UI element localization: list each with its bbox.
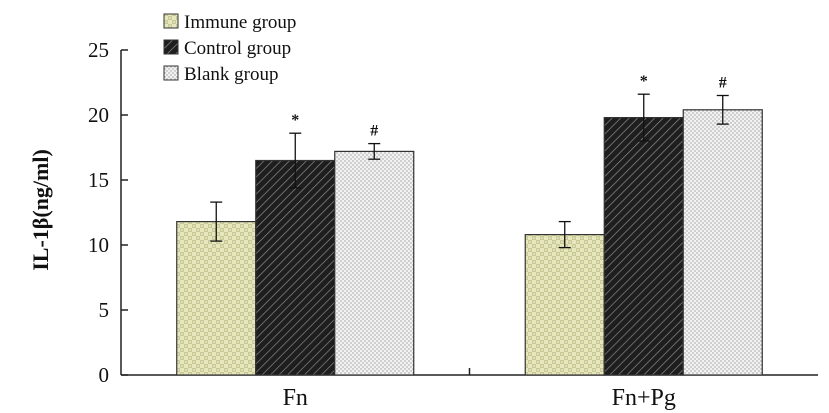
bar xyxy=(682,109,763,376)
error-bar xyxy=(210,201,223,242)
y-tick-label: 5 xyxy=(99,298,110,322)
bar xyxy=(255,159,336,376)
legend-swatch xyxy=(163,13,179,29)
legend-label: Blank group xyxy=(184,64,278,85)
error-bar xyxy=(368,142,381,160)
legend-label: Control group xyxy=(184,38,291,59)
legend-label: Immune group xyxy=(184,12,296,33)
y-tick-label: 25 xyxy=(88,38,109,62)
bar xyxy=(524,234,605,376)
legend-swatch xyxy=(163,65,179,81)
error-bars xyxy=(210,93,729,249)
legend-swatch xyxy=(163,39,179,55)
x-category-label: Fn+Pg xyxy=(612,385,676,411)
significance-marker: # xyxy=(719,75,727,92)
y-tick-label: 10 xyxy=(88,233,109,257)
bar xyxy=(334,150,415,376)
x-category-label: Fn xyxy=(283,385,308,411)
bar xyxy=(603,116,684,376)
significance-marker: * xyxy=(640,73,648,90)
significance-marker: * xyxy=(291,112,299,129)
error-bar xyxy=(558,220,571,249)
y-tick-label: 15 xyxy=(88,168,109,192)
y-tick-label: 0 xyxy=(99,363,110,387)
significance-marker: # xyxy=(370,123,378,140)
bars xyxy=(176,109,763,376)
error-bar xyxy=(289,132,302,189)
bar xyxy=(176,221,257,376)
error-bar xyxy=(637,93,650,142)
legend: Immune group Control group Blank group xyxy=(163,12,296,85)
significance-markers: * * # # xyxy=(291,73,727,139)
error-bar xyxy=(716,94,729,125)
y-axis-label: IL-1β(ng/ml) xyxy=(28,149,53,271)
y-tick-label: 20 xyxy=(88,103,109,127)
